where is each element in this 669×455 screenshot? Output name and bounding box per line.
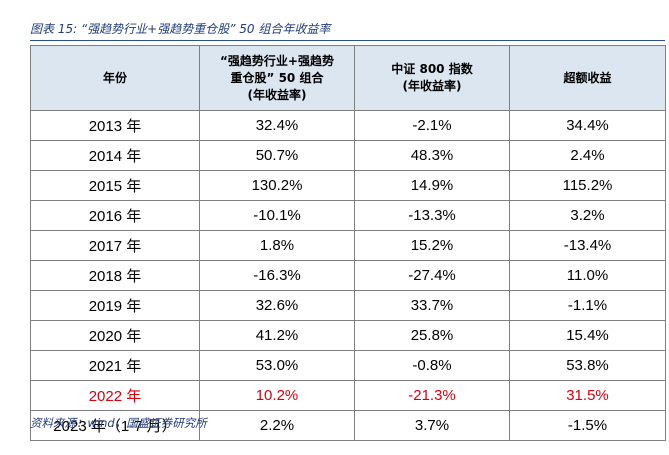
portfolio-return-cell: 32.4% [199, 110, 355, 141]
header-portfolio-line1: “强趋势行业+强趋势 [220, 53, 334, 68]
returns-table: 年份 “强趋势行业+强趋势 重仓股” 50 组合 (年收益率) 中证 800 指… [30, 45, 666, 441]
year-cell: 2018 年 [30, 260, 200, 291]
caption-divider [30, 40, 665, 41]
portfolio-return-cell: 1.8% [199, 230, 355, 261]
header-year: 年份 [30, 45, 200, 111]
table-row: 2019 年 32.6% 33.7% -1.1% [30, 290, 666, 321]
index-return-cell: -0.8% [354, 350, 510, 381]
table-body: 2013 年 32.4% -2.1% 34.4% 2014 年 50.7% 48.3% 2.4… [30, 110, 666, 441]
index-return-cell: -13.3% [354, 200, 510, 231]
table-row: 2023 年（1-7 月） 2.2% 3.7% -1.5% [30, 410, 666, 441]
excess-return-cell: 31.5% [509, 380, 666, 411]
table-row: 2020 年 41.2% 25.8% 15.4% [30, 320, 666, 351]
source-note: 资料来源：wind，国盛证券研究所 [30, 416, 207, 430]
index-return-cell: -27.4% [354, 260, 510, 291]
portfolio-return-cell: -10.1% [199, 200, 355, 231]
year-cell: 2013 年 [30, 110, 200, 141]
year-cell: 2023 年（1-7 月） [30, 410, 200, 441]
portfolio-return-cell: -16.3% [199, 260, 355, 291]
header-portfolio: “强趋势行业+强趋势 重仓股” 50 组合 (年收益率) [199, 45, 355, 111]
header-portfolio-line3: (年收益率) [247, 87, 307, 102]
table-row: 2022 年 10.2% -21.3% 31.5% [30, 380, 666, 411]
year-cell: 2020 年 [30, 320, 200, 351]
excess-return-cell: 15.4% [509, 320, 666, 351]
header-index-line1: 中证 800 指数 [391, 62, 473, 76]
year-cell: 2015 年 [30, 170, 200, 201]
year-cell: 2017 年 [30, 230, 200, 261]
portfolio-return-cell: 32.6% [199, 290, 355, 321]
table-row: 2014 年 50.7% 48.3% 2.4% [30, 140, 666, 171]
index-return-cell: -2.1% [354, 110, 510, 141]
portfolio-return-cell: 2.2% [199, 410, 355, 441]
excess-return-cell: -13.4% [509, 230, 666, 261]
excess-return-cell: -1.5% [509, 410, 666, 441]
excess-return-cell: 2.4% [509, 140, 666, 171]
table-row: 2017 年 1.8% 15.2% -13.4% [30, 230, 666, 261]
header-row: 年份 “强趋势行业+强趋势 重仓股” 50 组合 (年收益率) 中证 800 指… [30, 45, 666, 111]
table-row: 2016 年 -10.1% -13.3% 3.2% [30, 200, 666, 231]
index-return-cell: -21.3% [354, 380, 510, 411]
index-return-cell: 15.2% [354, 230, 510, 261]
index-return-cell: 25.8% [354, 320, 510, 351]
year-cell: 2021 年 [30, 350, 200, 381]
table-row: 2015 年 130.2% 14.9% 115.2% [30, 170, 666, 201]
portfolio-return-cell: 41.2% [199, 320, 355, 351]
portfolio-return-cell: 10.2% [199, 380, 355, 411]
table-row: 2013 年 32.4% -2.1% 34.4% [30, 110, 666, 141]
year-cell: 2016 年 [30, 200, 200, 231]
portfolio-return-cell: 50.7% [199, 140, 355, 171]
index-return-cell: 48.3% [354, 140, 510, 171]
excess-return-cell: 53.8% [509, 350, 666, 381]
excess-return-cell: 115.2% [509, 170, 666, 201]
excess-return-cell: 34.4% [509, 110, 666, 141]
figure-caption: 图表 15: “强趋势行业+强趋势重仓股” 50 组合年收益率 [30, 22, 331, 36]
index-return-cell: 14.9% [354, 170, 510, 201]
header-index: 中证 800 指数 (年收益率) [354, 45, 510, 111]
excess-return-cell: 3.2% [509, 200, 666, 231]
table-row: 2018 年 -16.3% -27.4% 11.0% [30, 260, 666, 291]
header-index-line2: (年收益率) [402, 79, 462, 93]
header-portfolio-line2: 重仓股” 50 组合 [230, 70, 324, 85]
portfolio-return-cell: 130.2% [199, 170, 355, 201]
portfolio-return-cell: 53.0% [199, 350, 355, 381]
excess-return-cell: 11.0% [509, 260, 666, 291]
index-return-cell: 3.7% [354, 410, 510, 441]
year-cell: 2022 年 [30, 380, 200, 411]
table-row: 2021 年 53.0% -0.8% 53.8% [30, 350, 666, 381]
year-cell: 2019 年 [30, 290, 200, 321]
year-cell: 2014 年 [30, 140, 200, 171]
excess-return-cell: -1.1% [509, 290, 666, 321]
header-excess: 超额收益 [509, 45, 666, 111]
index-return-cell: 33.7% [354, 290, 510, 321]
